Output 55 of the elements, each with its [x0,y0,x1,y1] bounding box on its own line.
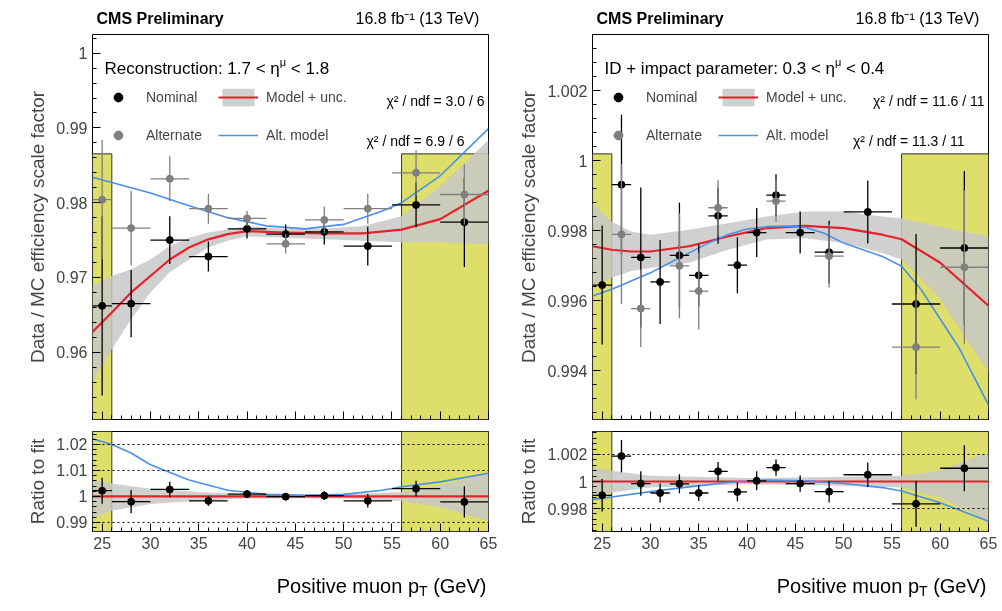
x-tick-label: 60 [931,534,950,552]
annotation: χ² / ndf = 11.6 / 11 [873,92,985,109]
chart-subtitle: 16.8 fb⁻¹ (13 TeV) [855,10,980,27]
annotation: χ² / ndf = 3.0 / 6 [386,92,485,109]
legend-label: Alt. model [766,126,829,145]
x-tick-label: 50 [334,534,353,552]
x-tick-label: 30 [141,534,160,552]
legend-label: Alternate [146,126,203,145]
y-tick-label: 0.996 [547,292,588,310]
y-tick-label: 0.96 [56,344,88,362]
annotation: χ² / ndf = 6.9 / 6 [366,132,465,149]
annotation: χ² / ndf = 11.3 / 11 [853,132,965,149]
y-tick-label: 0.97 [56,269,88,287]
chart-subtitle: 16.8 fb⁻¹ (13 TeV) [355,10,480,27]
x-tick-label: 40 [738,534,757,552]
y-tick-label: 1.01 [56,462,88,480]
x-tick-label: 45 [786,534,805,552]
x-tick-label: 35 [189,534,208,552]
x-tick-label: 50 [834,534,853,552]
y-axis-title: Ratio to fit [518,438,540,525]
legend-label: Nominal [146,88,198,107]
legend-label: Alternate [646,126,703,145]
x-tick-label: 55 [383,534,401,552]
legend-label: Model + unc. [266,88,347,107]
x-tick-label: 60 [431,534,450,552]
y-tick-label: 0.994 [547,362,588,380]
y-tick-label: 1.002 [547,82,588,100]
x-tick-label: 40 [238,534,257,552]
y-tick-label: 0.99 [56,514,88,532]
y-tick-label: 1 [78,488,88,506]
chart-title: CMS Preliminary [596,10,724,27]
x-tick-label: 65 [979,534,998,552]
y-tick-label: 0.998 [547,500,588,518]
x-tick-label: 65 [479,534,498,552]
legend-label: Model + unc. [766,88,847,107]
y-axis-title: Ratio to fit [27,438,49,525]
x-tick-label: 45 [286,534,305,552]
x-tick-label: 30 [641,534,660,552]
x-tick-label: 35 [689,534,708,552]
legend-label: Alt. model [266,126,329,145]
y-axis-title: Data / MC efficiency scale factor [518,90,540,364]
legend-label: Nominal [646,88,698,107]
chart-title: CMS Preliminary [96,10,224,27]
y-tick-label: 0.99 [56,119,88,137]
y-tick-label: 0.98 [56,194,88,212]
y-tick-label: 1 [578,152,588,170]
y-tick-label: 0.998 [547,222,588,240]
y-tick-label: 1 [78,45,88,63]
y-tick-label: 1.02 [56,436,88,454]
y-tick-label: 1 [578,473,588,491]
x-tick-label: 55 [883,534,901,552]
y-tick-label: 1.002 [547,446,588,464]
x-tick-label: 25 [93,534,112,552]
x-tick-label: 25 [593,534,612,552]
y-axis-title: Data / MC efficiency scale factor [27,90,49,364]
